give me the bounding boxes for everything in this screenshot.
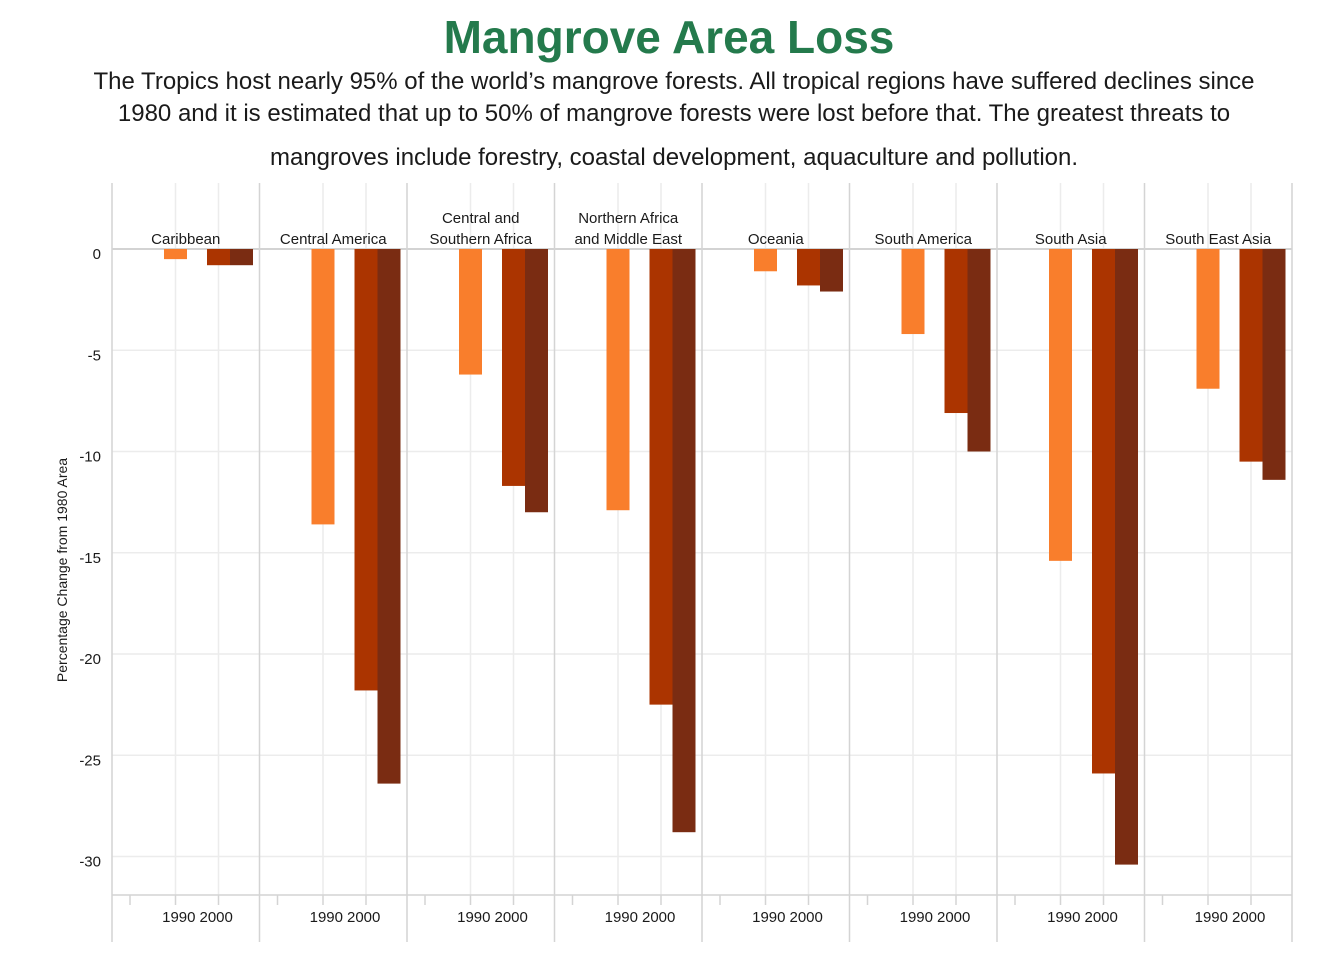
bar: [967, 249, 991, 452]
bar: [1239, 249, 1263, 462]
facet-label: Central America: [280, 231, 387, 248]
x-tick-label: 2000: [495, 909, 528, 926]
bar: [820, 249, 843, 292]
y-tick-label: -10: [79, 449, 101, 466]
facet-label: Southern Africa: [429, 231, 532, 248]
x-tick-label: 2000: [347, 909, 380, 926]
facet-label: South East Asia: [1165, 231, 1272, 248]
facet-panel: South America 1990 2000: [849, 183, 997, 926]
bar: [1049, 249, 1072, 561]
x-tick-label: 1990: [457, 909, 490, 926]
x-tick-label: 2000: [790, 909, 823, 926]
bar: [354, 249, 378, 691]
x-tick-label: 2000: [1085, 909, 1118, 926]
facet-panel: Oceania 1990 2000: [702, 183, 850, 926]
bar: [207, 249, 230, 266]
chart-subtitle: The Tropics host nearly 95% of the world…: [44, 66, 1304, 174]
facet-panel: Northern Africa and Middle East 1990 2000: [554, 183, 702, 926]
facet-panel: South East Asia 1990 2000: [1144, 183, 1292, 926]
bar: [649, 249, 673, 705]
x-tick-label: 2000: [1232, 909, 1265, 926]
bar: [606, 249, 630, 511]
x-tick-label: 1990: [900, 909, 933, 926]
bar: [164, 249, 187, 260]
bar: [754, 249, 777, 272]
y-tick-label: 0: [93, 246, 101, 263]
facet-label: South America: [874, 231, 972, 248]
y-axis-title: Percentage Change from 1980 Area: [54, 458, 70, 682]
x-tick-label: 1990: [1047, 909, 1080, 926]
bar: [944, 249, 968, 414]
bar: [459, 249, 482, 375]
y-tick-label: -25: [79, 752, 101, 769]
facet-label: Oceania: [748, 231, 805, 248]
x-tick-label: 1990: [752, 909, 785, 926]
x-tick-label: 2000: [937, 909, 970, 926]
bar: [1115, 249, 1138, 865]
y-tick-label: -30: [79, 854, 101, 871]
bar: [672, 249, 696, 833]
facet-label: Caribbean: [151, 231, 220, 248]
bar: [1196, 249, 1220, 389]
bar: [502, 249, 525, 486]
bar: [797, 249, 820, 286]
subtitle-line-1: The Tropics host nearly 95% of the world…: [93, 68, 1255, 95]
x-tick-label: 1990: [310, 909, 343, 926]
x-tick-label: 1990: [1195, 909, 1228, 926]
bar: [525, 249, 548, 513]
x-tick-label: 1990: [162, 909, 195, 926]
bar: [230, 249, 253, 266]
bar: [901, 249, 925, 335]
chart-title: Mangrove Area Loss: [443, 11, 895, 63]
x-tick-label: 1990: [605, 909, 638, 926]
facet-label: Northern Africa: [578, 210, 679, 227]
facet-panel: South Asia 1990 2000: [997, 183, 1145, 926]
bar: [311, 249, 335, 525]
bar: [377, 249, 401, 784]
y-tick-label: -20: [79, 651, 101, 668]
y-tick-label: -15: [79, 550, 101, 567]
y-tick-label: -5: [88, 347, 101, 364]
facet-label: South Asia: [1035, 231, 1107, 248]
x-tick-label: 2000: [200, 909, 233, 926]
subtitle-line-3: mangroves include forestry, coastal deve…: [269, 144, 1079, 171]
facet-label: Central and: [442, 210, 520, 227]
facet-label: and Middle East: [574, 231, 682, 248]
facet-panel: Caribbean 1990 2000: [112, 183, 260, 926]
facet-panel: Central and Southern Africa 1990 2000: [407, 183, 555, 926]
bar: [1262, 249, 1286, 480]
x-tick-label: 2000: [642, 909, 675, 926]
subtitle-line-2: 1980 and it is estimated that up to 50% …: [117, 100, 1231, 127]
facet-panel: Central America 1990 2000: [259, 183, 407, 926]
bar: [1092, 249, 1115, 774]
